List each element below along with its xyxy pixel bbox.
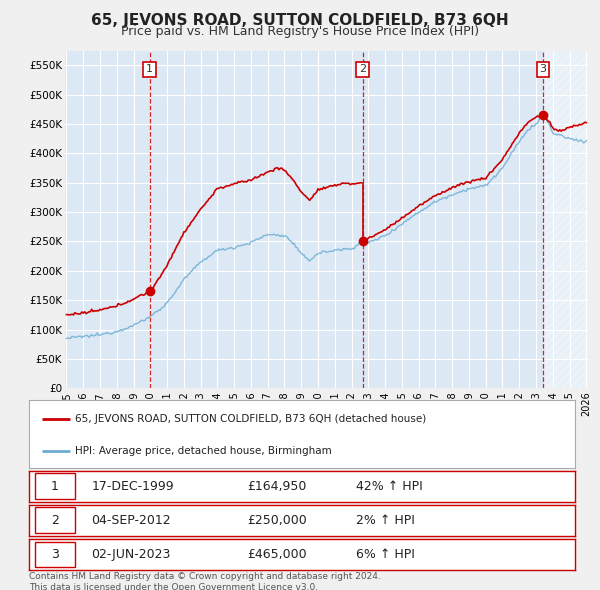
Text: 65, JEVONS ROAD, SUTTON COLDFIELD, B73 6QH (detached house): 65, JEVONS ROAD, SUTTON COLDFIELD, B73 6…: [75, 414, 427, 424]
Text: HPI: Average price, detached house, Birmingham: HPI: Average price, detached house, Birm…: [75, 446, 332, 456]
Text: 3: 3: [51, 548, 59, 561]
Text: Contains HM Land Registry data © Crown copyright and database right 2024.
This d: Contains HM Land Registry data © Crown c…: [29, 572, 380, 590]
Text: £250,000: £250,000: [247, 514, 307, 527]
Text: 17-DEC-1999: 17-DEC-1999: [92, 480, 174, 493]
Text: 1: 1: [146, 64, 153, 74]
FancyBboxPatch shape: [35, 507, 74, 533]
Text: 2% ↑ HPI: 2% ↑ HPI: [356, 514, 415, 527]
Text: 2: 2: [359, 64, 367, 74]
Text: £164,950: £164,950: [247, 480, 307, 493]
Text: 04-SEP-2012: 04-SEP-2012: [92, 514, 171, 527]
Text: £465,000: £465,000: [247, 548, 307, 561]
FancyBboxPatch shape: [35, 473, 74, 499]
FancyBboxPatch shape: [35, 542, 74, 568]
Text: 42% ↑ HPI: 42% ↑ HPI: [356, 480, 423, 493]
Text: 3: 3: [539, 64, 547, 74]
Text: 65, JEVONS ROAD, SUTTON COLDFIELD, B73 6QH: 65, JEVONS ROAD, SUTTON COLDFIELD, B73 6…: [91, 13, 509, 28]
Text: 2: 2: [51, 514, 59, 527]
Text: 02-JUN-2023: 02-JUN-2023: [92, 548, 171, 561]
Text: Price paid vs. HM Land Registry's House Price Index (HPI): Price paid vs. HM Land Registry's House …: [121, 25, 479, 38]
Text: 1: 1: [51, 480, 59, 493]
Bar: [543, 51, 588, 388]
Text: 6% ↑ HPI: 6% ↑ HPI: [356, 548, 415, 561]
